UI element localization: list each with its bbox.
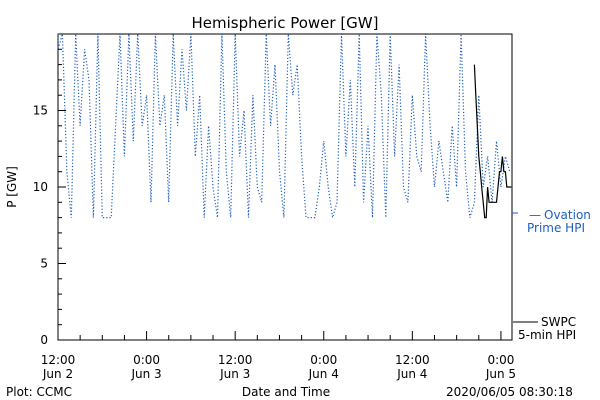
x-tick-date: Jun 4 (396, 367, 427, 381)
y-axis-label: P [GW] (5, 166, 19, 208)
legend-ovation: — Ovation Prime HPI (527, 208, 591, 235)
legend-swpc-line2: 5-min HPI (518, 328, 576, 342)
legend-ovation-dash: — (529, 208, 541, 222)
x-tick-label: 0:00 (310, 353, 337, 367)
x-tick-label: 0:00 (487, 353, 514, 367)
series-line (57, 33, 511, 219)
legend-swpc-line1: SWPC (541, 315, 576, 329)
plot-frame (57, 33, 513, 341)
y-tick-label: 10 (33, 180, 48, 194)
x-tick-label: 12:00 (218, 353, 253, 367)
footer-timestamp: 2020/06/05 08:30:18 (446, 385, 573, 399)
legend-ovation-line2: Prime HPI (527, 221, 585, 235)
legend-ovation-line1: Ovation (544, 208, 591, 222)
x-tick-label: 12:00 (41, 353, 76, 367)
swpc-series (473, 64, 512, 219)
x-tick-date: Jun 4 (308, 367, 339, 381)
legend-swpc: SWPC 5-min HPI (513, 315, 576, 342)
y-tick-label: 5 (40, 257, 48, 271)
ovation-prime-series (57, 33, 511, 219)
y-tick-label: 0 (40, 333, 48, 347)
series-line (473, 64, 512, 219)
x-tick-date: Jun 3 (130, 367, 161, 381)
plot-area (57, 33, 518, 341)
x-tick-label: 12:00 (395, 353, 430, 367)
chart-title: Hemispheric Power [GW] (192, 14, 379, 32)
x-tick-label: 0:00 (133, 353, 160, 367)
x-tick-date: Jun 2 (42, 367, 73, 381)
y-tick-label: 15 (33, 104, 48, 118)
y-axis: 0 5 10 15 (33, 48, 66, 347)
x-tick-date: Jun 3 (219, 367, 250, 381)
x-axis-label: Date and Time (242, 385, 330, 399)
x-tick-date: Jun 5 (485, 367, 516, 381)
footer-plot-source: Plot: CCMC (6, 385, 72, 399)
